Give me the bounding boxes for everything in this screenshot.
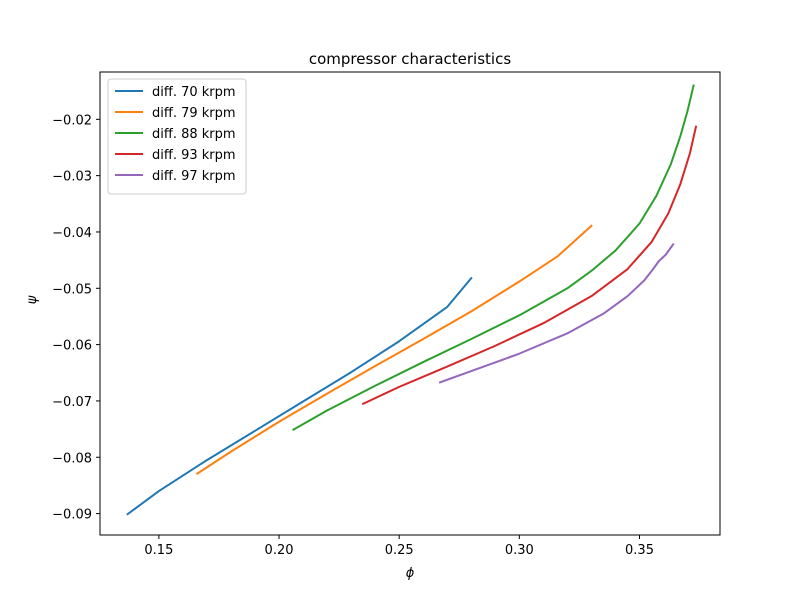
chart-title: compressor characteristics — [309, 50, 511, 68]
series-line-1 — [195, 224, 593, 475]
y-tick-label: −0.09 — [52, 508, 92, 523]
x-tick-label: 0.30 — [505, 543, 534, 558]
legend-label: diff. 70 krpm — [152, 85, 236, 100]
axes-frame — [99, 71, 721, 536]
x-tick-label: 0.20 — [265, 543, 294, 558]
series-line-0 — [126, 276, 473, 516]
y-tick-label: −0.03 — [52, 170, 92, 185]
y-axis: −0.09 −0.08 −0.07 −0.06 −0.05 −0.04 −0.03 −0.02 — [52, 113, 100, 523]
x-tick-label: 0.15 — [144, 543, 173, 558]
x-tick-label: 0.35 — [625, 543, 654, 558]
y-tick-label: −0.08 — [52, 451, 92, 466]
legend-label: diff. 88 krpm — [152, 127, 236, 142]
y-tick-label: −0.04 — [52, 226, 92, 241]
legend: diff. 70 krpm diff. 79 krpm diff. 88 krpm d… — [107, 78, 247, 195]
x-axis-label: ϕ — [406, 566, 415, 581]
y-tick-label: −0.02 — [52, 113, 92, 128]
legend-label: diff. 93 krpm — [152, 148, 236, 163]
series-group — [126, 84, 698, 516]
series-line-4 — [438, 242, 675, 384]
series-line-2 — [292, 84, 695, 432]
x-tick-label: 0.25 — [385, 543, 414, 558]
legend-box — [107, 78, 247, 195]
series-line-3 — [361, 125, 698, 406]
x-axis: 0.15 0.20 0.25 0.30 0.35 — [144, 535, 654, 558]
y-tick-label: −0.05 — [52, 282, 92, 297]
axes-border — [99, 71, 721, 536]
y-axis-label: ψ — [25, 295, 40, 304]
legend-label: diff. 79 krpm — [152, 106, 236, 121]
y-tick-label: −0.06 — [52, 339, 92, 354]
y-tick-label: −0.07 — [52, 395, 92, 410]
legend-label: diff. 97 krpm — [152, 169, 236, 184]
